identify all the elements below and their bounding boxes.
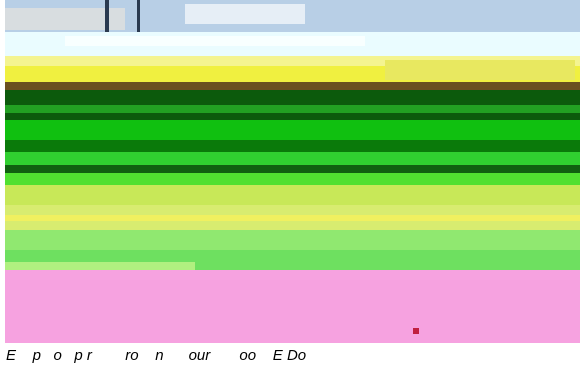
glitched-photo [5, 0, 580, 343]
page: E p o p r ro n our oo E Do (() => { cons… [0, 0, 582, 371]
caption: E p o p r ro n our oo E Do [6, 346, 306, 366]
